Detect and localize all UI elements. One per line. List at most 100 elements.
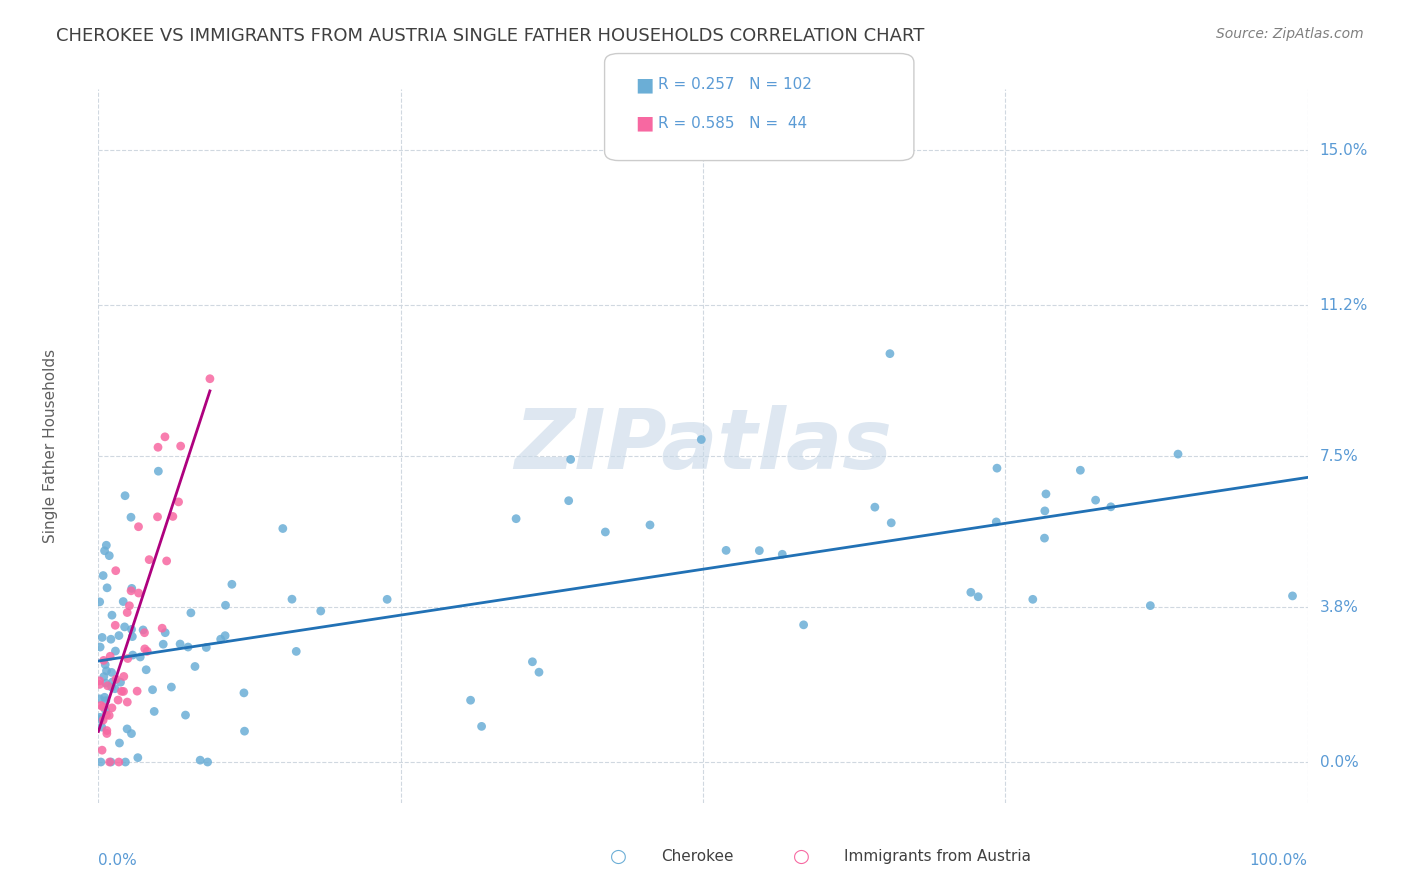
Text: 100.0%: 100.0% [1250, 853, 1308, 868]
Point [89, 673, 111, 688]
Point [118, 599, 141, 613]
Point [110, 675, 132, 690]
Point [107, 693, 129, 707]
Point [460, 693, 482, 707]
Point [195, 640, 218, 655]
Point [108, 755, 131, 769]
Text: 0.0%: 0.0% [98, 853, 138, 868]
Point [98, 549, 121, 563]
Point [986, 461, 1008, 475]
Point [115, 606, 138, 620]
Point [134, 625, 156, 640]
Point [89, 691, 111, 706]
Point [748, 543, 770, 558]
Point [98, 708, 121, 723]
Point [527, 665, 550, 680]
Text: 15.0%: 15.0% [1320, 143, 1368, 158]
Point [375, 592, 398, 607]
Point [1069, 463, 1091, 477]
Point [96, 581, 118, 595]
Point [93, 653, 115, 667]
Point [863, 500, 886, 515]
Point [221, 577, 243, 591]
Point [156, 554, 179, 568]
Point [1033, 504, 1056, 518]
Point [155, 625, 177, 640]
Point [96, 538, 118, 552]
Text: ZIPatlas: ZIPatlas [515, 406, 891, 486]
Point [136, 644, 159, 658]
Point [184, 659, 207, 673]
Point [134, 641, 156, 656]
Text: ○: ○ [610, 847, 627, 866]
Point [188, 753, 211, 767]
Point [96, 664, 118, 678]
Point [198, 372, 221, 386]
Point [100, 680, 122, 694]
Text: 0.0%: 0.0% [1320, 755, 1358, 770]
Point [90, 755, 112, 769]
Point [115, 722, 138, 736]
Point [560, 452, 582, 467]
Text: 7.5%: 7.5% [1320, 449, 1358, 464]
Point [1022, 592, 1045, 607]
Point [90, 698, 112, 713]
Point [1084, 493, 1107, 508]
Point [96, 723, 118, 738]
Point [98, 755, 121, 769]
Point [112, 669, 135, 683]
Point [121, 623, 143, 637]
Point [595, 524, 617, 539]
Point [90, 712, 112, 726]
Point [1281, 589, 1303, 603]
Point [960, 585, 983, 599]
Point [117, 695, 139, 709]
Point [121, 630, 143, 644]
Point [94, 657, 117, 672]
Text: Cherokee: Cherokee [661, 849, 734, 863]
Point [152, 637, 174, 651]
Point [1035, 487, 1057, 501]
Point [108, 629, 131, 643]
Point [285, 644, 308, 658]
Point [129, 650, 152, 665]
Point [880, 516, 903, 530]
Text: 11.2%: 11.2% [1320, 298, 1368, 313]
Point [160, 680, 183, 694]
Point [690, 433, 713, 447]
Point [121, 648, 143, 662]
Point [101, 674, 124, 689]
Point [232, 686, 254, 700]
Point [148, 464, 170, 478]
Point [146, 509, 169, 524]
Text: Immigrants from Austria: Immigrants from Austria [844, 849, 1031, 863]
Point [127, 684, 149, 698]
Point [638, 518, 661, 533]
Point [101, 701, 124, 715]
Point [1167, 447, 1189, 461]
Point [114, 620, 136, 634]
Point [138, 552, 160, 566]
Point [146, 440, 169, 454]
Point [91, 631, 114, 645]
Point [770, 547, 793, 561]
Point [114, 755, 136, 769]
Point [214, 629, 236, 643]
Point [150, 621, 173, 635]
Point [1033, 531, 1056, 545]
Text: CHEROKEE VS IMMIGRANTS FROM AUSTRIA SINGLE FATHER HOUSEHOLDS CORRELATION CHART: CHEROKEE VS IMMIGRANTS FROM AUSTRIA SING… [56, 27, 925, 45]
Point [108, 736, 131, 750]
Point [153, 430, 176, 444]
Point [91, 568, 114, 582]
Point [93, 543, 115, 558]
Point [89, 677, 111, 691]
Point [505, 511, 527, 525]
Point [471, 719, 494, 733]
Point [100, 632, 122, 647]
Point [91, 743, 114, 757]
Text: ■: ■ [636, 75, 654, 95]
Point [986, 515, 1008, 529]
Point [89, 710, 111, 724]
Text: ○: ○ [793, 847, 810, 866]
Point [94, 704, 117, 718]
